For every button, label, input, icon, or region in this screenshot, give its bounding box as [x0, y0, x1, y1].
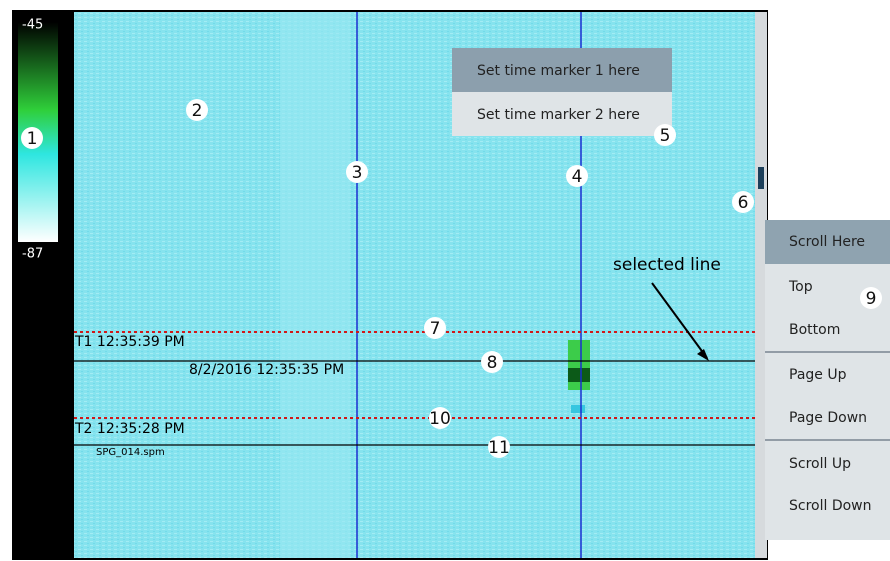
scrollbar — [755, 12, 767, 558]
signal-peak — [568, 368, 590, 382]
scroll-thumb[interactable] — [758, 167, 764, 189]
menu-item[interactable]: Page Down — [789, 410, 867, 426]
menu-item-bg[interactable] — [452, 48, 672, 92]
colorbar-min: -87 — [22, 247, 43, 262]
context-menu: Set time marker 1 here Set time marker 2… — [452, 48, 672, 136]
menu-highlight[interactable] — [765, 220, 890, 264]
callout: 8 — [481, 351, 503, 373]
callout-circle — [346, 161, 368, 183]
menu-item-bg[interactable] — [452, 92, 672, 136]
callout-circle — [424, 317, 446, 339]
callout-number: 6 — [738, 193, 749, 213]
callout: 5 — [654, 124, 676, 146]
callout: 9 — [860, 287, 882, 309]
callout-circle — [566, 165, 588, 187]
annotation-arrow — [651, 282, 708, 359]
menu-item[interactable]: Scroll Here — [789, 234, 865, 250]
annotation: selected line — [613, 255, 721, 275]
menu-item[interactable]: Scroll Down — [789, 498, 872, 514]
menu-bg — [765, 220, 890, 540]
spectrogram-band — [280, 12, 350, 558]
callout-number: 5 — [660, 126, 671, 146]
file-label: SPG_014.spm — [96, 447, 165, 458]
arrow-head — [697, 349, 709, 361]
callouts: 1 2 3 4 5 6 7 8 9 10 11 — [21, 99, 882, 458]
callout-circle — [481, 351, 503, 373]
menu-item[interactable]: Bottom — [789, 322, 840, 338]
callout: 6 — [732, 191, 754, 213]
callout-number: 3 — [352, 163, 363, 183]
menu-item[interactable]: Scroll Up — [789, 456, 851, 472]
callout-number: 2 — [192, 101, 203, 121]
callout-number: 4 — [572, 167, 583, 187]
callout-circle — [186, 99, 208, 121]
callout: 1 — [21, 127, 43, 149]
callout-circle — [21, 127, 43, 149]
callout: 10 — [429, 407, 451, 429]
callout-circle — [429, 407, 451, 429]
marker-label: T1 12:35:39 PM — [74, 334, 185, 350]
callout-number: 7 — [430, 319, 441, 339]
callout: 7 — [424, 317, 446, 339]
signal — [568, 340, 590, 390]
menu-item[interactable]: Top — [788, 279, 813, 295]
menu-item[interactable]: Set time marker 1 here — [477, 63, 640, 79]
callout: 4 — [566, 165, 588, 187]
menu-item[interactable]: Page Up — [789, 367, 847, 383]
callout-circle — [860, 287, 882, 309]
callout: 11 — [488, 436, 510, 458]
callout-circle — [732, 191, 754, 213]
callout-number: 9 — [866, 289, 877, 309]
colorbar-max: -45 — [22, 18, 43, 33]
callout-number: 10 — [429, 409, 451, 429]
callout-number: 1 — [27, 129, 38, 149]
selected-label: 8/2/2016 12:35:35 PM — [189, 362, 344, 378]
signal-tail — [571, 405, 585, 413]
callout-number: 8 — [487, 353, 498, 373]
callout-number: 11 — [488, 438, 510, 458]
callout: 3 — [346, 161, 368, 183]
scroll-menu: Scroll Here Top Bottom Page Up Page Down Scro… — [765, 220, 890, 540]
callout-circle — [654, 124, 676, 146]
callout: 2 — [186, 99, 208, 121]
marker-label: T2 12:35:28 PM — [74, 421, 185, 437]
callout-circle — [488, 436, 510, 458]
menu-item[interactable]: Set time marker 2 here — [477, 107, 640, 123]
